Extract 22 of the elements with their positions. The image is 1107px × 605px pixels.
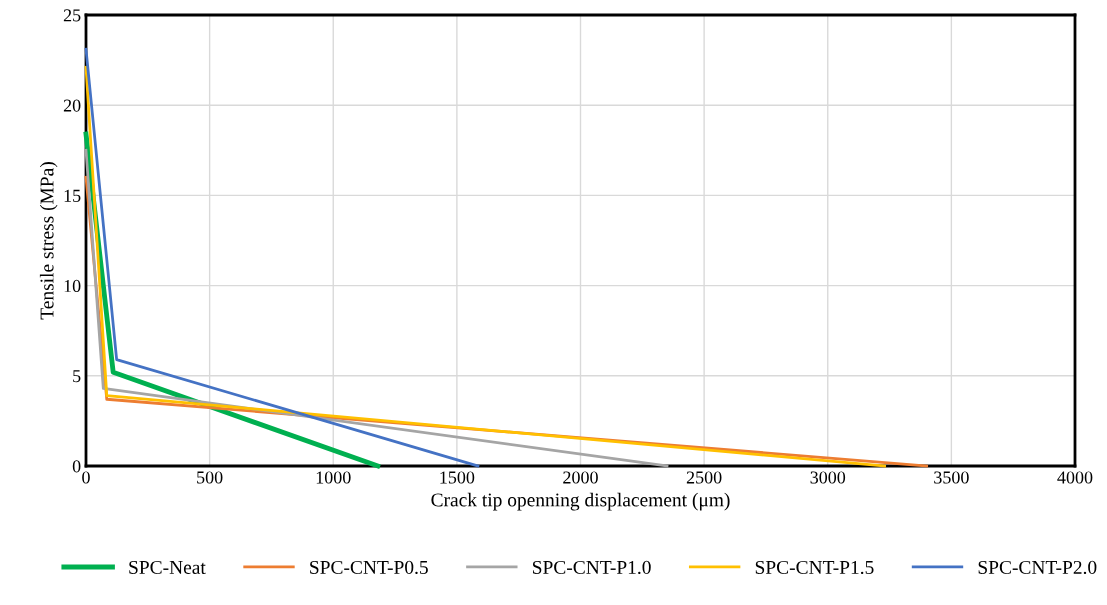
x-tick-label: 3000 <box>810 471 846 484</box>
y-axis-title: Tensile stress (MPa) <box>39 162 58 320</box>
y-tick-label: 10 <box>64 279 81 293</box>
x-tick-label: 4000 <box>1057 471 1093 484</box>
legend-label: SPC-CNT-P1.5 <box>755 560 874 575</box>
legend-label: SPC-CNT-P1.0 <box>532 560 651 575</box>
legend-label: SPC-Neat <box>129 560 206 574</box>
x-tick-label: 500 <box>197 471 223 484</box>
y-tick-label: 0 <box>72 460 81 473</box>
y-tick-label: 25 <box>63 9 81 22</box>
x-tick-label: 0 <box>82 471 90 484</box>
y-tick-label: 20 <box>63 99 81 112</box>
x-tick-label: 2500 <box>686 471 722 484</box>
x-tick-label: 3500 <box>934 471 969 484</box>
x-tick-label: 2000 <box>563 471 598 484</box>
legend-label: SPC-CNT-P0.5 <box>310 560 428 575</box>
x-tick-label: 1500 <box>440 471 475 484</box>
x-axis-title: Crack tip openning displacement (μm) <box>431 492 730 511</box>
y-tick-label: 15 <box>64 189 81 202</box>
y-tick-label: 5 <box>73 370 81 383</box>
legend-label: SPC-CNT-P2.0 <box>978 560 1097 575</box>
x-tick-label: 1000 <box>316 471 351 484</box>
